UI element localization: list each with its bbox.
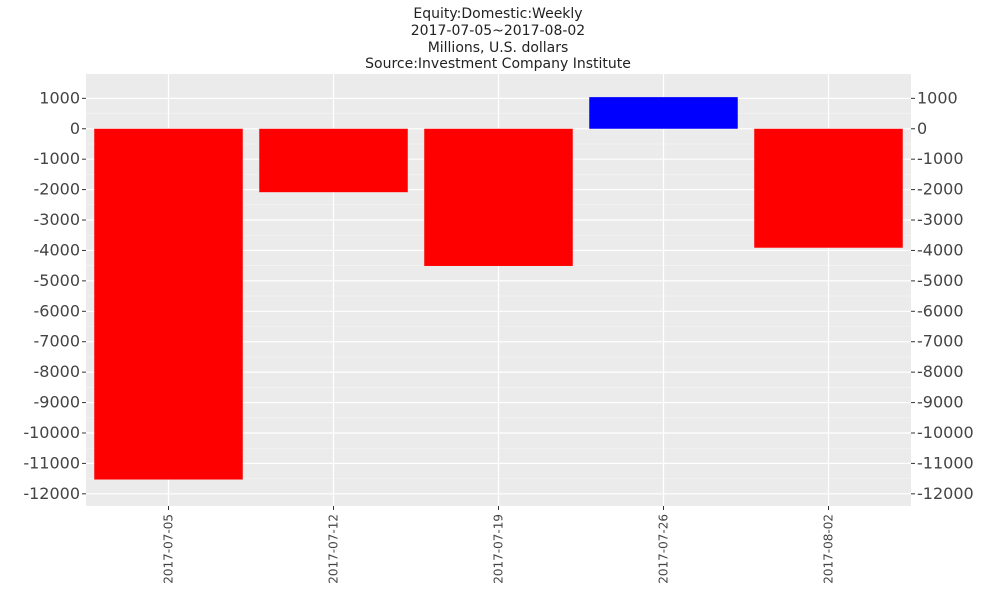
x-tick-label: 2017-07-05 — [162, 514, 176, 584]
y-tick-label-left: -9000 — [34, 393, 81, 412]
y-tick-label-right: -5000 — [917, 271, 964, 290]
y-tick-label-right: 1000 — [917, 88, 958, 107]
chart-title-block: Equity:Domestic:Weekly 2017-07-05~2017-0… — [365, 6, 631, 72]
y-tick-label-right: -10000 — [917, 423, 974, 442]
y-tick-label-right: -9000 — [917, 393, 964, 412]
chart-subtitle-units: Millions, U.S. dollars — [428, 40, 569, 56]
bar-2017-08-02 — [754, 128, 903, 248]
y-tick-label-left: -6000 — [34, 301, 81, 320]
y-tick-label-right: -1000 — [917, 149, 964, 168]
x-tick-label: 2017-07-26 — [657, 514, 671, 584]
bar-layer — [94, 97, 903, 480]
y-tick-label-right: -2000 — [917, 180, 964, 199]
bar-2017-07-12 — [259, 128, 408, 193]
chart-subtitle-dates: 2017-07-05~2017-08-02 — [411, 23, 585, 39]
x-tick-label: 2017-07-19 — [492, 514, 506, 584]
y-tick-label-right: -7000 — [917, 332, 964, 351]
y-tick-label-left: -3000 — [34, 210, 81, 229]
bar-2017-07-26 — [589, 97, 738, 129]
y-tick-label-right: 0 — [917, 119, 927, 138]
y-tick-label-right: -12000 — [917, 484, 974, 503]
chart-title: Equity:Domestic:Weekly — [413, 6, 582, 22]
y-tick-label-right: -4000 — [917, 240, 964, 259]
y-tick-label-left: -12000 — [23, 484, 80, 503]
y-tick-label-left: -11000 — [23, 453, 80, 472]
axis-layer: 1000 1000 0 0 -1000 -1000 -2000 -2000 -3000 -3000… — [23, 88, 973, 583]
bar-2017-07-19 — [424, 128, 573, 266]
y-tick-label-left: -10000 — [23, 423, 80, 442]
y-tick-label-right: -3000 — [917, 210, 964, 229]
y-tick-label-left: 0 — [70, 119, 80, 138]
y-tick-label-left: -1000 — [34, 149, 81, 168]
y-tick-label-right: -6000 — [917, 301, 964, 320]
chart-subtitle-source: Source:Investment Company Institute — [365, 56, 631, 72]
y-tick-label-left: -7000 — [34, 332, 81, 351]
y-tick-label-left: -5000 — [34, 271, 81, 290]
y-tick-label-right: -11000 — [917, 453, 974, 472]
bar-2017-07-05 — [94, 128, 243, 480]
y-tick-label-right: -8000 — [917, 362, 964, 381]
y-tick-label-left: 1000 — [39, 88, 80, 107]
y-tick-label-left: -2000 — [34, 180, 81, 199]
y-tick-label-left: -8000 — [34, 362, 81, 381]
y-tick-label-left: -4000 — [34, 240, 81, 259]
x-tick-label: 2017-07-12 — [327, 514, 341, 584]
x-tick-label: 2017-08-02 — [822, 514, 836, 584]
